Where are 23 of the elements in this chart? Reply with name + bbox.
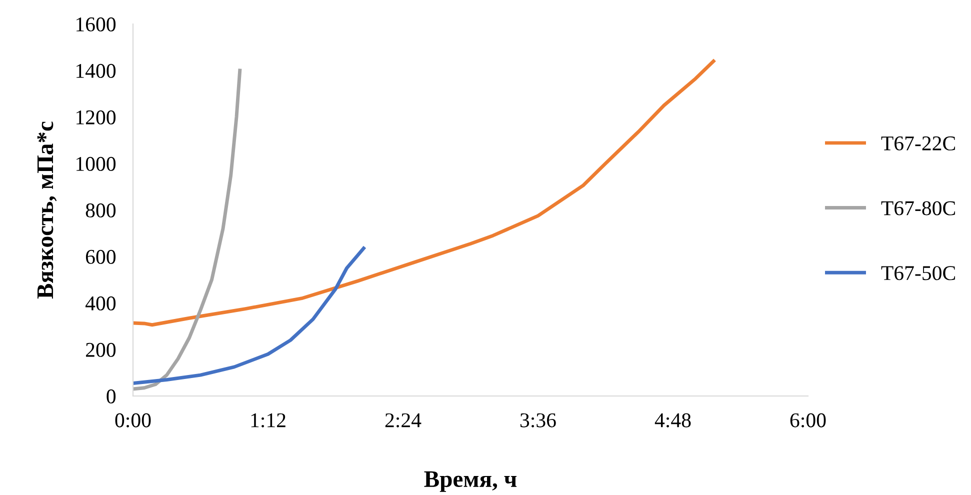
- x-axis-title: Время, ч: [424, 471, 517, 492]
- line-series: [133, 246, 366, 385]
- y-tick-label: 1200: [76, 110, 116, 124]
- x-tick-label: 2:24: [385, 413, 422, 428]
- y-tick-label: 1000: [76, 156, 116, 171]
- legend-label: T67-22C: [881, 136, 955, 150]
- x-tick-label: 4:48: [654, 413, 691, 428]
- line-series: [133, 68, 242, 391]
- y-tick-label: 400: [85, 296, 116, 310]
- legend-label: T67-80C: [881, 201, 955, 216]
- y-tick-label: 1400: [76, 64, 116, 78]
- x-tick-label: 1:12: [251, 413, 286, 428]
- y-axis-title: Вязкость, мПа*с: [37, 122, 57, 299]
- line-series: [133, 59, 716, 327]
- legend-label: T67-50C: [881, 266, 955, 280]
- y-tick-label: 1600: [76, 17, 116, 32]
- y-tick-label: 800: [86, 203, 116, 218]
- x-tick-label: 3:36: [520, 413, 556, 428]
- y-tick-label: 200: [86, 342, 116, 357]
- x-tick-label: 6:00: [790, 413, 826, 428]
- y-tick-label: 600: [86, 250, 116, 264]
- x-tick-label: 0:00: [115, 413, 151, 428]
- y-tick-label: 0: [106, 389, 116, 404]
